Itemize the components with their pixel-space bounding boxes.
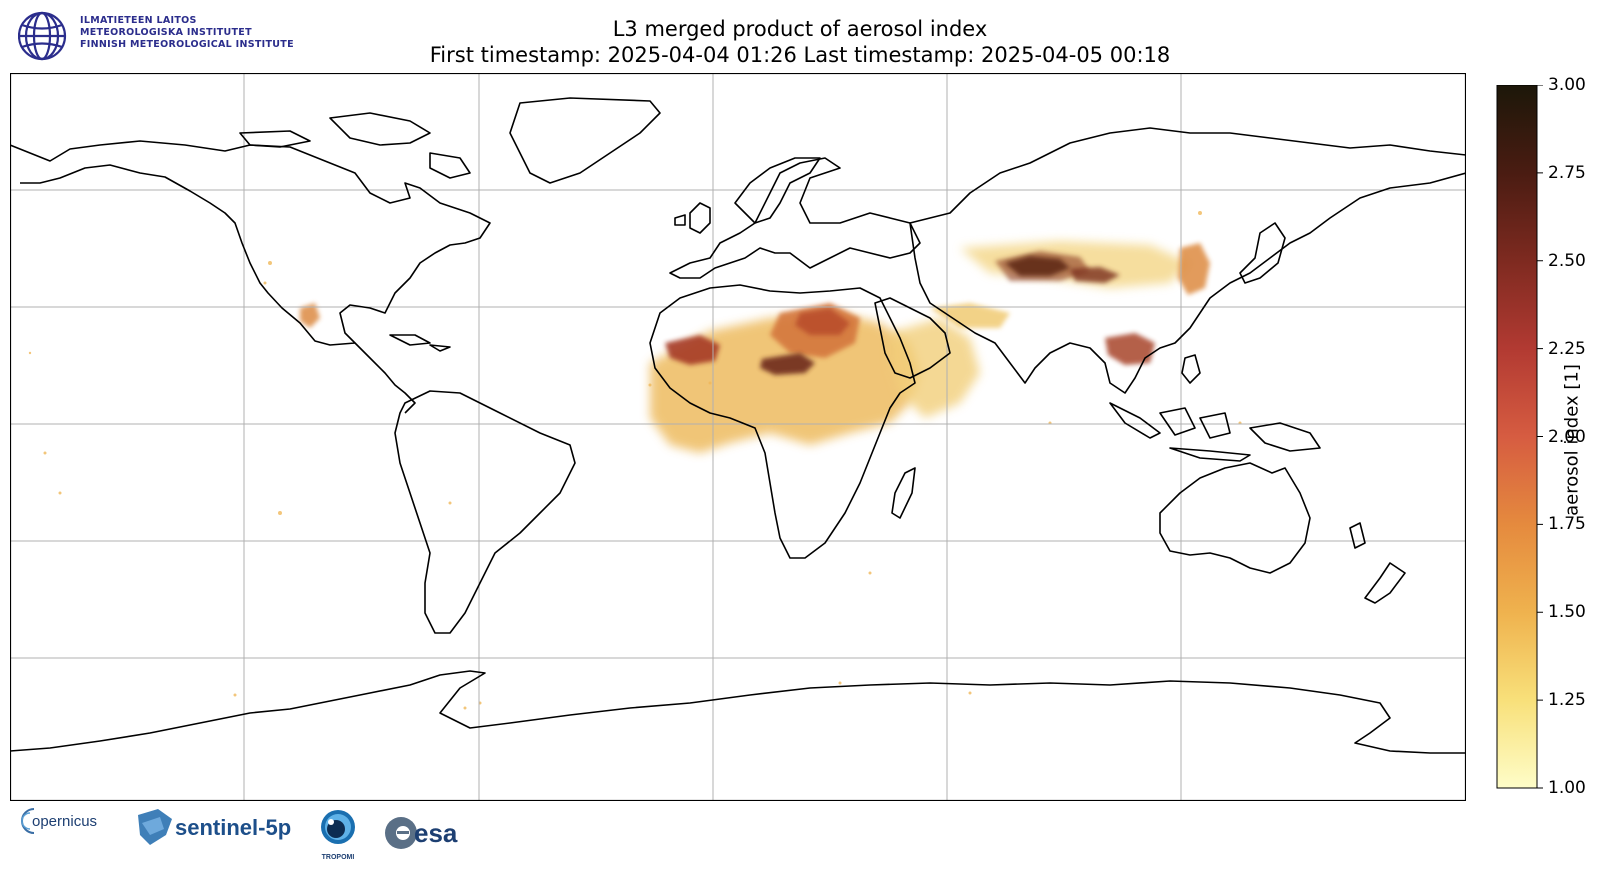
- coast-new-guinea: [1249, 422, 1321, 452]
- coast-uk: [674, 202, 711, 234]
- colorbar-tick-label: 2.75: [1548, 162, 1586, 183]
- institute-line-fi: ILMATIETEEN LAITOS: [80, 15, 197, 26]
- institute-line-sv: METEOROLOGISKA INSTITUTET: [80, 27, 252, 38]
- plume-sahel: [760, 353, 815, 375]
- plume-arabia: [890, 318, 980, 418]
- colorbar-tick-label: 2.00: [1548, 426, 1586, 447]
- colorbar-tick-label: 1.00: [1548, 778, 1586, 798]
- sentinel-text: sentinel-5p: [175, 815, 291, 840]
- world-map: [10, 73, 1466, 801]
- coast-arctic-islands: [239, 112, 471, 179]
- plume-libya: [795, 308, 850, 335]
- coast-north-america: [10, 140, 491, 346]
- colorbar-tick-label: 1.25: [1548, 690, 1586, 711]
- aerosol-layer: [28, 211, 1242, 710]
- tropomi-text: TROPOMI: [322, 854, 355, 861]
- coast-arabia: [874, 297, 951, 379]
- coast-greenland: [509, 97, 661, 184]
- graticule: [10, 73, 1466, 801]
- plume-iran: [930, 303, 1010, 328]
- map-frame: [10, 73, 1466, 801]
- fmi-logo: [18, 11, 67, 61]
- partner-logos: opernicus sentinel-5p TROPOMI esa: [21, 808, 458, 861]
- coast-indonesia: [1109, 402, 1251, 462]
- colorbar-ticks: [1537, 85, 1543, 789]
- coast-africa: [649, 284, 916, 559]
- colorbar-gradient: [1496, 85, 1538, 789]
- coast-new-zealand: [1349, 522, 1406, 604]
- tropomi-logo: TROPOMI: [321, 810, 355, 861]
- colorbar-label: aerosol index [1]: [1561, 364, 1583, 516]
- colorbar-tick-label: 2.25: [1548, 338, 1586, 359]
- esa-logo: esa: [385, 817, 458, 849]
- coast-philippines: [1181, 354, 1201, 384]
- institute-name: ILMATIETEEN LAITOS METEOROLOGISKA INSTIT…: [80, 15, 294, 51]
- plume-north-china: [1178, 243, 1210, 295]
- colorbar-tick-label: 2.50: [1548, 250, 1586, 271]
- coast-europe: [669, 157, 921, 279]
- coast-cuba: [389, 334, 451, 352]
- coastlines: [10, 97, 1466, 754]
- sentinel-logo: sentinel-5p: [138, 809, 291, 845]
- copernicus-logo: opernicus: [21, 808, 97, 834]
- plume-taklamakan-halo: [995, 251, 1090, 281]
- plume-mexico: [300, 303, 320, 328]
- map-subtitle: First timestamp: 2025-04-04 01:26 Last t…: [429, 43, 1171, 67]
- colorbar-tick-label: 1.50: [1548, 602, 1586, 623]
- coast-japan: [1239, 222, 1286, 284]
- coast-australia: [1159, 462, 1311, 574]
- coast-antarctica: [10, 670, 1466, 754]
- copernicus-text: opernicus: [32, 813, 97, 830]
- coast-asia: [909, 127, 1466, 394]
- colorbar-tick-label: 3.00: [1548, 75, 1586, 95]
- map-title: L3 merged product of aerosol index: [612, 17, 988, 41]
- coast-south-america: [394, 390, 576, 634]
- institute-line-en: FINNISH METEOROLOGICAL INSTITUTE: [80, 39, 294, 50]
- colorbar-tick-label: 1.75: [1548, 514, 1586, 535]
- plume-se-asia: [1105, 333, 1155, 365]
- coast-madagascar: [891, 467, 916, 519]
- coast-central-america: [354, 342, 416, 414]
- coast-scandinavia: [734, 157, 821, 224]
- plume-sahara-west: [665, 335, 720, 365]
- esa-text: esa: [414, 818, 458, 848]
- plume-mongolia: [1070, 267, 1120, 283]
- colorbar: [1496, 85, 1543, 789]
